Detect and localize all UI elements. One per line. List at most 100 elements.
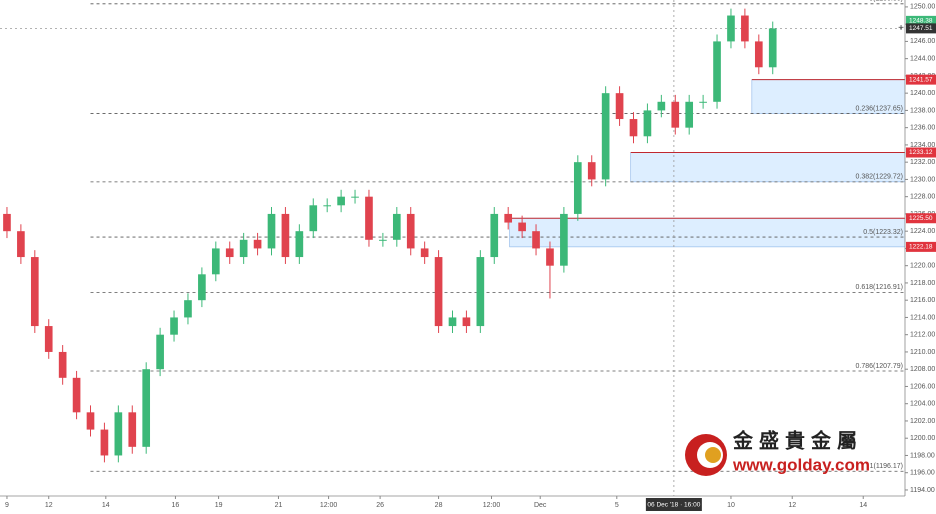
candle-body: [462, 317, 471, 327]
y-tick-label: 1214.00: [910, 314, 935, 321]
candle-body: [546, 248, 554, 266]
candle-body: [58, 351, 67, 378]
x-tick-label: 14: [102, 502, 110, 509]
y-tick-label: 1200.00: [910, 435, 935, 442]
candle-body: [671, 101, 680, 128]
price-tag-label: 1247.51: [909, 25, 933, 32]
candle-body: [30, 257, 39, 327]
x-tick-label: 12: [788, 502, 796, 509]
candle-body: [713, 41, 721, 102]
candle-body: [532, 231, 540, 249]
price-tag: [906, 23, 936, 34]
y-tick-label: 1218.00: [910, 280, 935, 287]
x-tick-label: 19: [215, 502, 223, 509]
candle-body: [392, 213, 401, 240]
x-axis-bg: [0, 496, 936, 514]
price-tag: [906, 15, 936, 26]
y-tick-label: 1216.00: [910, 297, 935, 304]
x-tick-label: 12: [45, 502, 53, 509]
y-tick-label: 1204.00: [910, 401, 935, 408]
crosshair-x-tag: [645, 498, 702, 511]
candle-body: [587, 162, 596, 180]
candle-body: [44, 326, 53, 352]
zone: [630, 152, 906, 183]
candle-body: [504, 213, 513, 223]
watermark-title: 金盛貴金屬: [732, 428, 863, 452]
candle-body: [560, 213, 568, 266]
candle-body: [727, 15, 735, 42]
candle-body: [337, 196, 345, 206]
watermark-url: www.golday.com: [732, 455, 870, 474]
candle-body: [100, 429, 109, 456]
y-tick-label: 1246.00: [910, 38, 935, 45]
fib-label: 0.5(1223.32): [863, 229, 903, 236]
x-tick-label: 12:00: [320, 502, 338, 509]
candle-body: [754, 41, 763, 68]
price-tag-label: 1225.50: [909, 215, 933, 222]
y-tick-label: 1244.00: [910, 56, 935, 63]
candle-body: [657, 101, 666, 111]
price-tag: [906, 213, 936, 224]
candle-body: [128, 412, 137, 447]
candle-body: [211, 248, 220, 275]
x-tick-label: 5: [615, 502, 619, 509]
watermark: 金盛貴金屬 www.golday.com: [685, 428, 870, 476]
candle-body: [309, 205, 318, 232]
candle-body: [295, 231, 304, 258]
candle-body: [699, 101, 707, 103]
candle-body: [420, 248, 429, 258]
candle-body: [476, 257, 485, 327]
candle-body: [17, 231, 25, 258]
candle-body: [685, 101, 694, 128]
candle-body: [490, 213, 499, 258]
candle-body: [253, 239, 262, 249]
candle-body: [448, 317, 457, 327]
zone: [751, 79, 906, 114]
x-tick-label: 16: [172, 502, 180, 509]
y-tick-label: 1206.00: [910, 383, 935, 390]
candle-body: [573, 162, 582, 214]
y-tick-label: 1232.00: [910, 159, 935, 166]
price-tag-label: 1248.38: [909, 18, 933, 25]
x-tick-label: 28: [435, 502, 443, 509]
candle-body: [518, 222, 526, 232]
candle-body: [741, 15, 749, 42]
y-tick-label: 1220.00: [910, 263, 935, 270]
candle-body: [643, 110, 652, 137]
y-tick-label: 1230.00: [910, 176, 935, 183]
candle-body: [142, 369, 151, 447]
x-tick-label: 9: [5, 502, 9, 509]
candle-body: [768, 28, 777, 68]
fib-label: 0.382(1229.72): [856, 174, 903, 181]
candle-body: [184, 300, 192, 318]
y-tick-label: 1202.00: [910, 418, 935, 425]
crosshair-x-label: 06 Dec '18 · 16:00: [647, 502, 700, 509]
candle-body: [225, 248, 234, 258]
y-tick-label: 1198.00: [910, 452, 935, 459]
y-tick-label: 1194.00: [910, 487, 935, 494]
y-tick-label: 1196.00: [910, 470, 935, 477]
y-tick-label: 1224.00: [910, 228, 935, 235]
y-tick-label: 1208.00: [910, 366, 935, 373]
fib-label: 0(1250.36): [869, 0, 903, 3]
price-tag: [906, 241, 936, 252]
y-tick-label: 1240.00: [910, 90, 935, 97]
candle-body: [281, 213, 290, 258]
y-tick-label: 1250.00: [910, 4, 935, 11]
candle-body: [351, 196, 359, 198]
crosshair-plus: +: [898, 23, 904, 34]
candle-body: [323, 205, 332, 207]
y-tick-label: 1236.00: [910, 125, 935, 132]
x-tick-label: 21: [275, 502, 283, 509]
price-tag-label: 1241.57: [909, 76, 933, 83]
candle-body: [601, 93, 610, 180]
price-tag-label: 1233.12: [909, 149, 933, 156]
candle-body: [114, 412, 123, 456]
fib-label: 0.618(1216.91): [856, 284, 903, 291]
candle-body: [198, 274, 206, 301]
candle-body: [86, 412, 95, 430]
x-tick-label: 14: [859, 502, 867, 509]
candle-body: [615, 93, 624, 120]
fib-label: 0.236(1237.65): [856, 105, 903, 112]
